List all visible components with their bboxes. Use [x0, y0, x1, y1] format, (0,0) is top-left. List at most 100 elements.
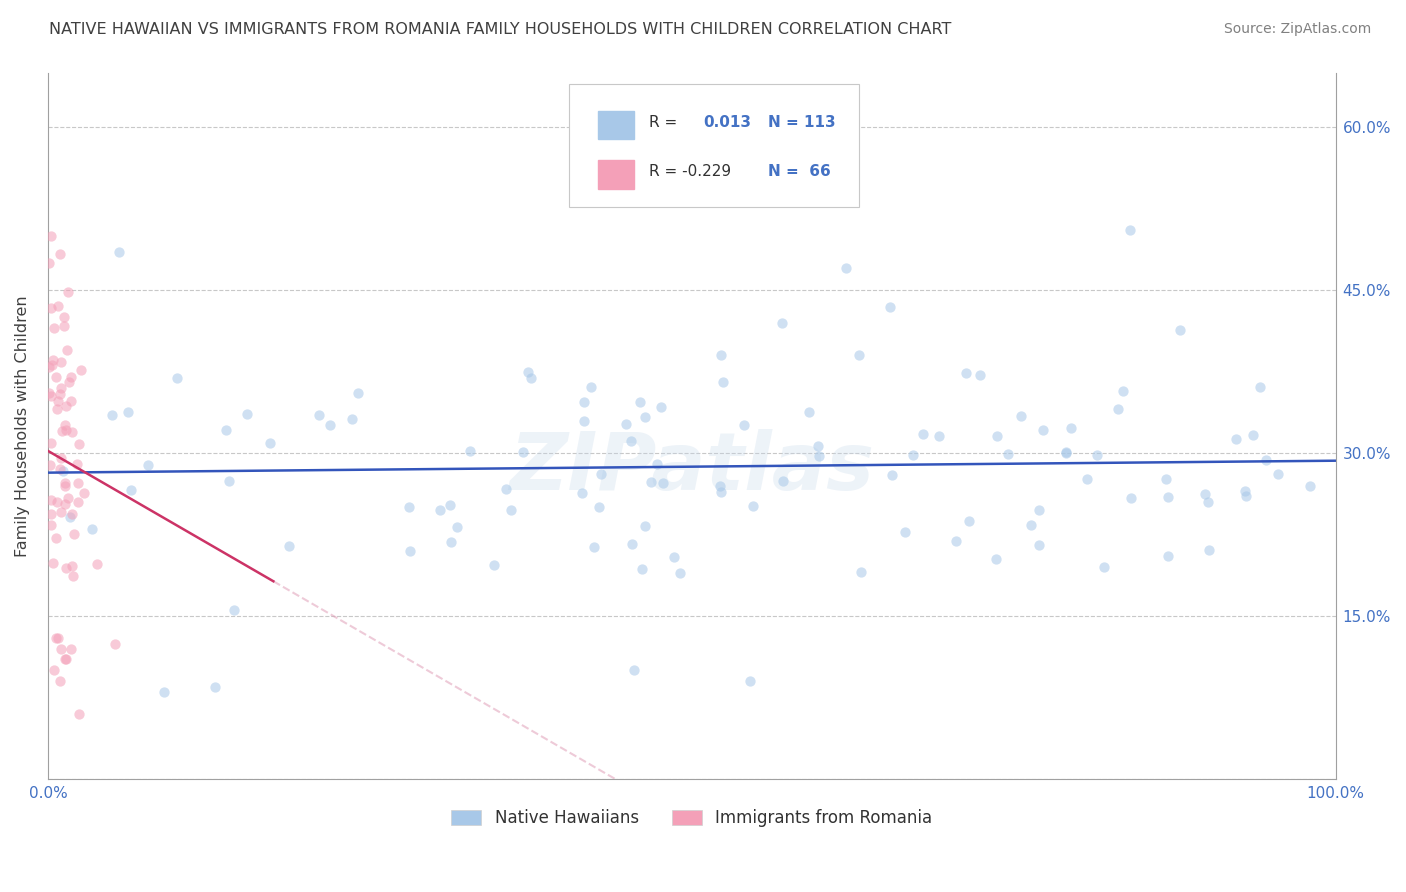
Point: [710, 348, 733, 362]
Point: [589, 467, 612, 481]
Point: [277, 539, 299, 553]
Point: [1107, 402, 1129, 417]
Point: [346, 386, 368, 401]
Point: [218, 474, 240, 488]
Point: [1234, 489, 1257, 503]
Point: [1157, 549, 1180, 564]
Point: [984, 552, 1007, 566]
Point: [1032, 424, 1054, 438]
Point: [340, 411, 363, 425]
Point: [1234, 484, 1257, 499]
Point: [621, 537, 644, 551]
Point: [45, 531, 67, 545]
Point: [41, 358, 63, 372]
Point: [60, 507, 83, 521]
Point: [742, 499, 765, 513]
Point: [56, 285, 79, 300]
Point: [67, 437, 90, 451]
Point: [45, 370, 67, 384]
Point: [1028, 502, 1050, 516]
Point: [1299, 478, 1322, 492]
Point: [41, 228, 63, 243]
Point: [56, 491, 79, 506]
Point: [41, 388, 63, 402]
Point: [1118, 223, 1140, 237]
Point: [807, 449, 830, 463]
Point: [574, 414, 596, 428]
Point: [38, 359, 60, 374]
Point: [880, 468, 903, 483]
Point: [55, 560, 77, 574]
Point: [945, 534, 967, 549]
Point: [66, 457, 89, 471]
Point: [45, 495, 67, 509]
Point: [52, 464, 75, 478]
Point: [1241, 427, 1264, 442]
Point: [517, 366, 540, 380]
Point: [51, 450, 73, 465]
Point: [73, 486, 96, 500]
Text: R =: R =: [650, 115, 688, 130]
Point: [957, 514, 980, 528]
Point: [1111, 384, 1133, 399]
Point: [67, 495, 90, 509]
Point: [49, 641, 72, 656]
Point: [60, 425, 83, 440]
Point: [45, 631, 67, 645]
Point: [235, 407, 257, 421]
Point: [628, 394, 651, 409]
Point: [928, 428, 950, 442]
Point: [38, 255, 60, 269]
Legend: Native Hawaiians, Immigrants from Romania: Native Hawaiians, Immigrants from Romani…: [444, 803, 939, 834]
Point: [58, 375, 80, 389]
Point: [153, 685, 176, 699]
Point: [1249, 380, 1271, 394]
Point: [53, 479, 76, 493]
Point: [166, 371, 188, 385]
Point: [48, 462, 70, 476]
Point: [101, 409, 124, 423]
Point: [440, 535, 463, 549]
Point: [42, 556, 65, 570]
Point: [458, 444, 481, 458]
Point: [1010, 409, 1032, 423]
Point: [53, 319, 76, 334]
Point: [136, 458, 159, 473]
Point: [1256, 453, 1278, 467]
Point: [520, 371, 543, 385]
Point: [41, 353, 63, 368]
Point: [711, 375, 734, 389]
Point: [620, 434, 643, 448]
Point: [634, 519, 657, 533]
Point: [117, 405, 139, 419]
Point: [120, 483, 142, 497]
Point: [67, 706, 90, 721]
Point: [614, 417, 637, 432]
Point: [215, 423, 238, 437]
Point: [48, 300, 70, 314]
Point: [1060, 421, 1083, 435]
Text: R = -0.229: R = -0.229: [650, 164, 731, 179]
Point: [39, 493, 62, 508]
Point: [1028, 538, 1050, 552]
Point: [429, 503, 451, 517]
Point: [738, 674, 761, 689]
Point: [733, 418, 755, 433]
Point: [259, 435, 281, 450]
Text: 0.013: 0.013: [703, 115, 751, 130]
Point: [398, 500, 420, 514]
Point: [39, 458, 62, 472]
Point: [104, 637, 127, 651]
Point: [51, 424, 73, 438]
Point: [807, 439, 830, 453]
Point: [652, 476, 675, 491]
Point: [710, 484, 733, 499]
Point: [308, 408, 330, 422]
Point: [49, 247, 72, 261]
Point: [669, 566, 692, 580]
Point: [59, 509, 82, 524]
Point: [1197, 495, 1219, 509]
Point: [44, 321, 66, 335]
Point: [1092, 560, 1115, 574]
Point: [571, 486, 593, 500]
